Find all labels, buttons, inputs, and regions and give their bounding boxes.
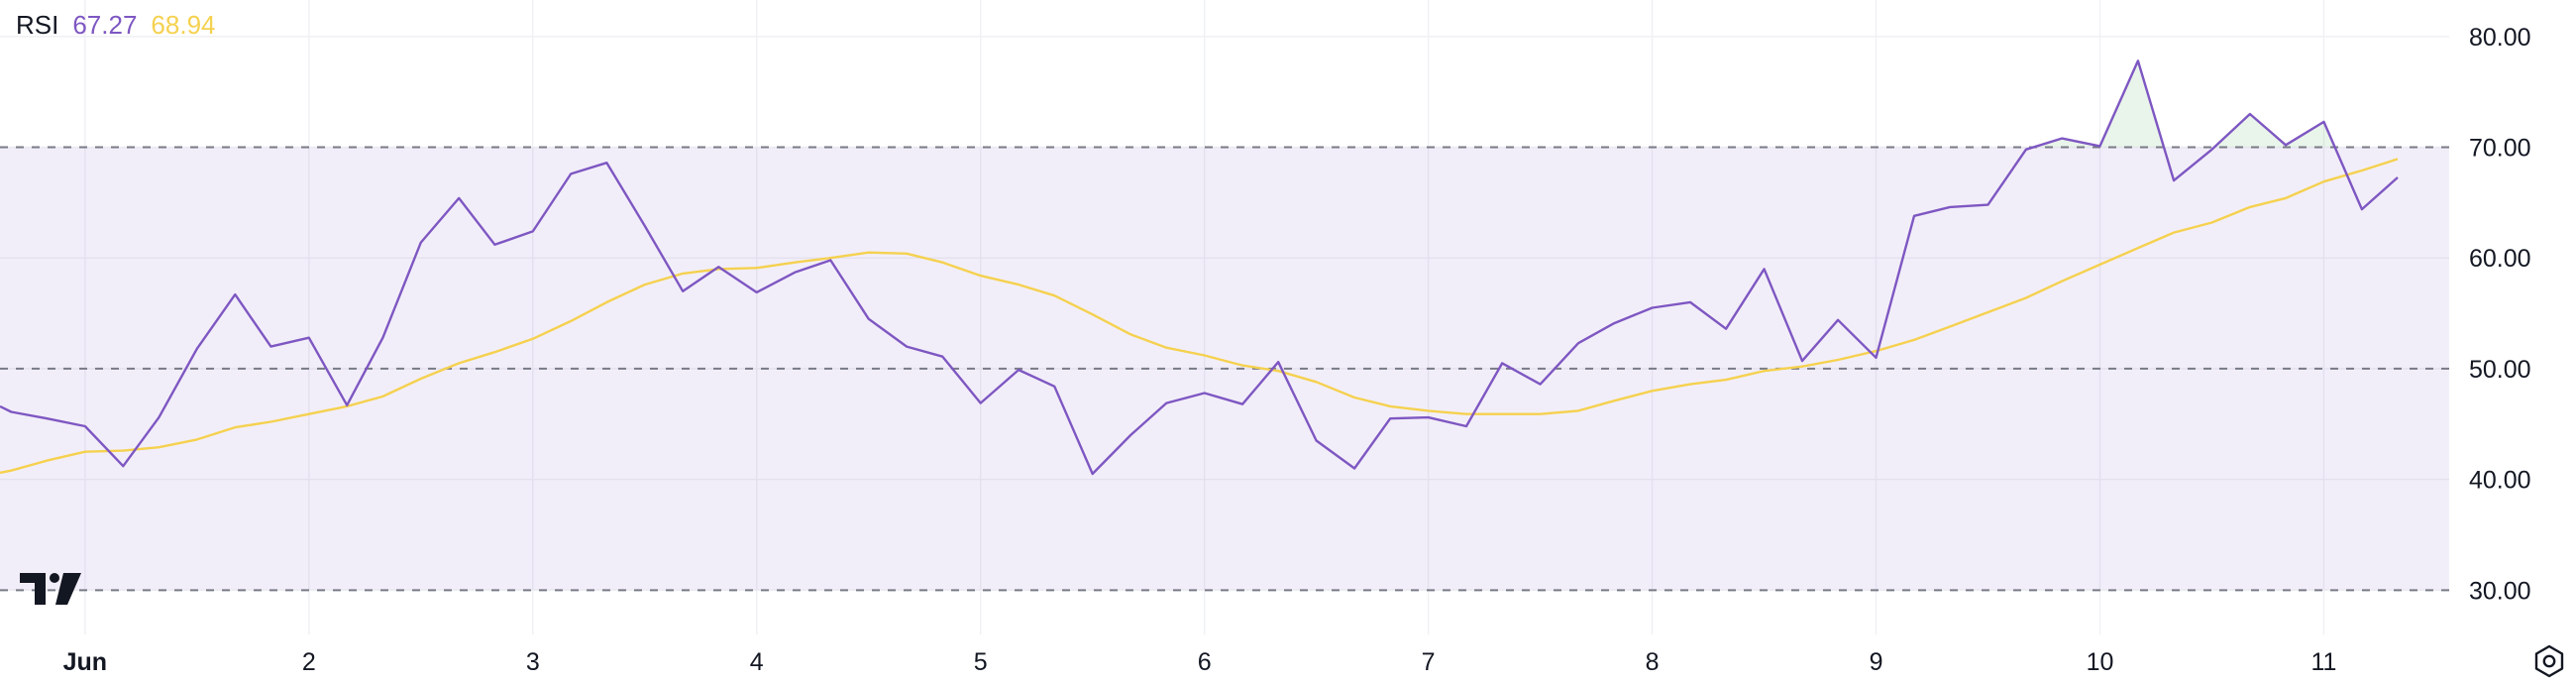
x-tick-label: 5 [974,648,988,676]
overbought-fill-region-1 [2213,114,2335,148]
legend[interactable]: RSI 67.27 68.94 [16,10,216,41]
x-axis[interactable]: Jun 2 3 4 5 6 7 8 9 10 11 [63,648,2337,676]
y-tick-label: 40.00 [2469,467,2531,495]
series-line-ma [0,158,2399,475]
y-tick-label: 80.00 [2469,24,2531,52]
x-tick-label: Jun [63,648,107,676]
y-tick-label: 50.00 [2469,356,2531,384]
settings-gear-icon[interactable] [2532,644,2566,678]
x-tick-label: 11 [2310,648,2336,676]
tradingview-logo-icon[interactable] [20,573,83,609]
overbought-fill-region-0 [2033,60,2165,148]
x-tick-label: 6 [1198,648,1212,676]
y-tick-label: 30.00 [2469,577,2531,605]
y-tick-label: 60.00 [2469,245,2531,273]
legend-ma-value: 68.94 [151,10,216,40]
series-line-rsi [0,59,2399,476]
series-lines [0,59,2399,476]
x-tick-label: 10 [2087,648,2114,676]
overbought-fill [2033,60,2335,148]
x-tick-label: 7 [1422,648,1436,676]
legend-indicator-name: RSI [16,10,59,40]
x-tick-label: 4 [750,648,764,676]
y-axis[interactable]: 80.00 70.00 60.00 50.00 40.00 30.00 [2469,24,2531,605]
x-tick-label: 2 [302,648,316,676]
x-tick-label: 9 [1870,648,1883,676]
x-tick-label: 3 [526,648,540,676]
legend-rsi-value: 67.27 [72,10,138,40]
x-tick-label: 8 [1646,648,1660,676]
y-tick-label: 70.00 [2469,135,2531,163]
level-lines [0,146,2449,592]
